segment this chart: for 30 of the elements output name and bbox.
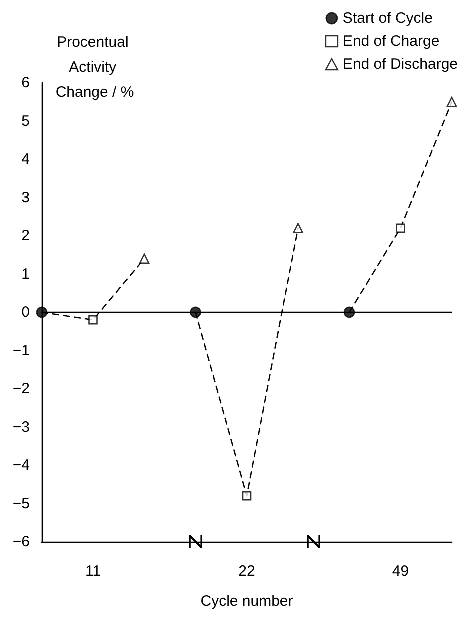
point (446, 96, 458, 108)
point (36, 306, 48, 318)
x-axis-title: Cycle number (200, 593, 294, 610)
y-tick-label: −2 (12, 380, 30, 398)
y-tick-label: 6 (22, 74, 30, 92)
x-tick-label: 49 (392, 563, 410, 580)
legend-label: Start of Cycle (342, 10, 433, 27)
point (139, 254, 150, 264)
y-tick-label: −1 (12, 342, 30, 360)
y-tick-label: 3 (22, 189, 30, 206)
point (242, 491, 252, 501)
y-axis-title: Procentual Activity Change / % (56, 34, 134, 101)
point (344, 306, 356, 318)
point (396, 224, 406, 233)
point (190, 306, 202, 318)
legend-label: End of Charge (342, 33, 440, 50)
y-tick-label: −4 (12, 457, 30, 474)
y-tick-label: −3 (12, 418, 30, 436)
y-tick-label: 5 (22, 112, 30, 130)
legend-label: End of Discharge (342, 56, 458, 73)
y-tick-label: 0 (22, 304, 30, 321)
x-tick-label: 22 (238, 563, 256, 580)
point (88, 316, 98, 325)
y-tick-label: 1 (22, 266, 30, 283)
y-tick-label: −5 (12, 495, 30, 512)
x-tick-label: 11 (85, 563, 102, 580)
y-tick-label: 2 (22, 228, 30, 244)
y-tick-label: 4 (22, 151, 30, 168)
y-tick-label: −6 (12, 534, 30, 550)
point (293, 223, 304, 234)
